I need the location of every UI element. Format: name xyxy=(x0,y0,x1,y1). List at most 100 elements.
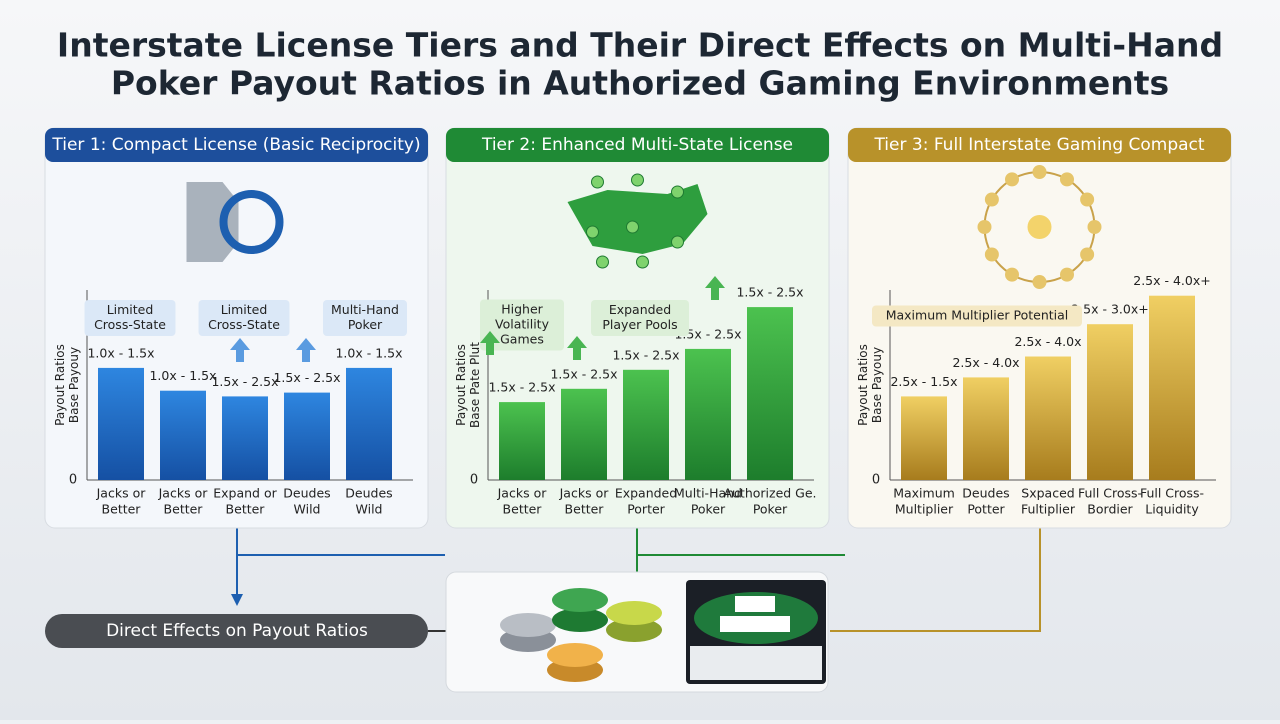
annotation-text: Expanded xyxy=(609,302,671,317)
title-line: Interstate License Tiers and Their Direc… xyxy=(57,26,1223,65)
icon-node xyxy=(1087,220,1102,234)
x-tick-label: Full Cross- xyxy=(1140,486,1204,501)
bar xyxy=(623,369,669,480)
x-tick-label: Multi-Hand xyxy=(674,486,742,501)
bar-label: 1.5x - 2.5x xyxy=(550,366,617,381)
x-tick-label: Authorized Ge. xyxy=(723,486,816,501)
bar xyxy=(499,402,545,480)
bar-label: 1.0x - 1.5x xyxy=(335,345,402,360)
x-tick-label: Wild xyxy=(356,502,383,517)
x-tick-label: Better xyxy=(503,502,543,517)
bar xyxy=(346,367,392,480)
x-tick-label: Better xyxy=(164,502,204,517)
y-axis-label-line: Base Payouy xyxy=(67,347,81,423)
panel-title: Tier 1: Compact License (Basic Reciproci… xyxy=(51,135,420,155)
x-tick-label: Better xyxy=(226,502,266,517)
annotation-box xyxy=(872,305,1082,327)
title-line: Poker Payout Ratios in Authorized Gaming… xyxy=(111,64,1169,103)
x-tick-label: Better xyxy=(565,502,605,517)
y-tick-label: 0 xyxy=(872,473,880,488)
bar xyxy=(1087,324,1133,480)
bar-label: 1.5x - 2.5x xyxy=(674,326,741,341)
icon-node xyxy=(631,173,644,187)
bar xyxy=(685,348,731,480)
y-axis-label-line: Payout Ratios xyxy=(856,344,870,426)
bar xyxy=(963,377,1009,480)
icon xyxy=(567,184,708,254)
x-tick-label: Deudes xyxy=(283,486,330,501)
annotation-text: Cross-State xyxy=(208,317,280,332)
icon-node xyxy=(1080,192,1095,207)
summary-label: Direct Effects on Payout Ratios xyxy=(106,621,368,641)
annotation-text: Volatility xyxy=(495,317,550,332)
annotation-text: Games xyxy=(500,332,544,347)
annotation-text: Limited xyxy=(221,302,268,317)
icon-node xyxy=(984,247,999,262)
bar xyxy=(160,390,206,480)
arrow xyxy=(705,276,725,300)
panel-header xyxy=(446,128,829,162)
y-axis-label-line: Payout Ratios xyxy=(454,344,468,426)
annotation-text: Player Pools xyxy=(602,317,677,332)
y-axis-label-line: Base Payouy xyxy=(870,347,884,423)
bar xyxy=(901,396,947,480)
bar-label: 2.5x - 4.0x+ xyxy=(1133,273,1210,288)
x-tick-label: Jacks or xyxy=(96,486,147,501)
annotation-box xyxy=(84,300,176,336)
summary-pill xyxy=(45,614,428,648)
x-tick-label: Expanded xyxy=(615,486,677,501)
icon xyxy=(219,190,284,254)
bar-label: 2.5x - 4.0x xyxy=(952,355,1019,370)
y-axis-label-line: Payout Ratios xyxy=(53,344,67,426)
icon-node xyxy=(636,255,649,269)
y-axis-label: Payout RatiosBase Payouy xyxy=(53,344,81,426)
bar-label: 2.5x - 4.0x xyxy=(1014,334,1081,349)
panel-header xyxy=(45,128,428,162)
annotation-box xyxy=(480,299,564,351)
icon-node xyxy=(671,235,684,249)
annotation-text: Cross-State xyxy=(94,317,166,332)
icon xyxy=(186,182,239,262)
panel-title: Tier 3: Full Interstate Gaming Compact xyxy=(873,135,1204,155)
icon-node xyxy=(1060,172,1074,187)
x-tick-label: Multiplier xyxy=(895,502,954,517)
x-tick-label: Expand or xyxy=(213,486,277,501)
x-tick-label: Liquidity xyxy=(1145,502,1199,517)
annotation-box xyxy=(198,300,290,336)
bar xyxy=(284,392,330,480)
panel-title: Tier 2: Enhanced Multi-State License xyxy=(481,135,793,155)
bar-label: 2.5x - 1.5x xyxy=(890,374,957,389)
icon-node xyxy=(1080,247,1095,262)
icon-node xyxy=(1032,275,1047,289)
bar-label: 1.5x - 2.5x xyxy=(273,370,340,385)
icon-node xyxy=(1005,172,1019,187)
icon-node xyxy=(1060,267,1074,282)
bar xyxy=(561,388,607,480)
icon-node xyxy=(984,192,999,207)
x-tick-label: Porter xyxy=(627,502,665,517)
annotation-text: Higher xyxy=(501,302,543,317)
bar-label: 1.0x - 1.5x xyxy=(87,345,154,360)
icon xyxy=(1027,215,1052,239)
annotation-text: Maximum Multiplier Potential xyxy=(886,308,1069,323)
x-tick-label: Jacks or xyxy=(497,486,548,501)
annotation-text: Limited xyxy=(107,302,154,317)
bar-label: 1.5x - 2.5x xyxy=(736,285,803,300)
icon-node xyxy=(596,255,609,269)
bar xyxy=(1149,295,1195,480)
x-tick-label: Bordier xyxy=(1087,502,1133,517)
bar xyxy=(747,307,793,480)
icon-node xyxy=(1005,267,1019,282)
y-tick-label: 0 xyxy=(69,473,77,488)
x-tick-label: Deudes xyxy=(345,486,392,501)
x-tick-label: Jacks or xyxy=(559,486,610,501)
icon-node xyxy=(671,185,684,199)
bar-label: 1.0x - 1.5x xyxy=(149,368,216,383)
bar-label: 1.5x - 2.5x xyxy=(488,380,555,395)
icon-node xyxy=(977,220,992,234)
payout-illustration xyxy=(445,571,829,693)
icon-node xyxy=(626,220,639,234)
y-tick-label: 0 xyxy=(470,473,478,488)
